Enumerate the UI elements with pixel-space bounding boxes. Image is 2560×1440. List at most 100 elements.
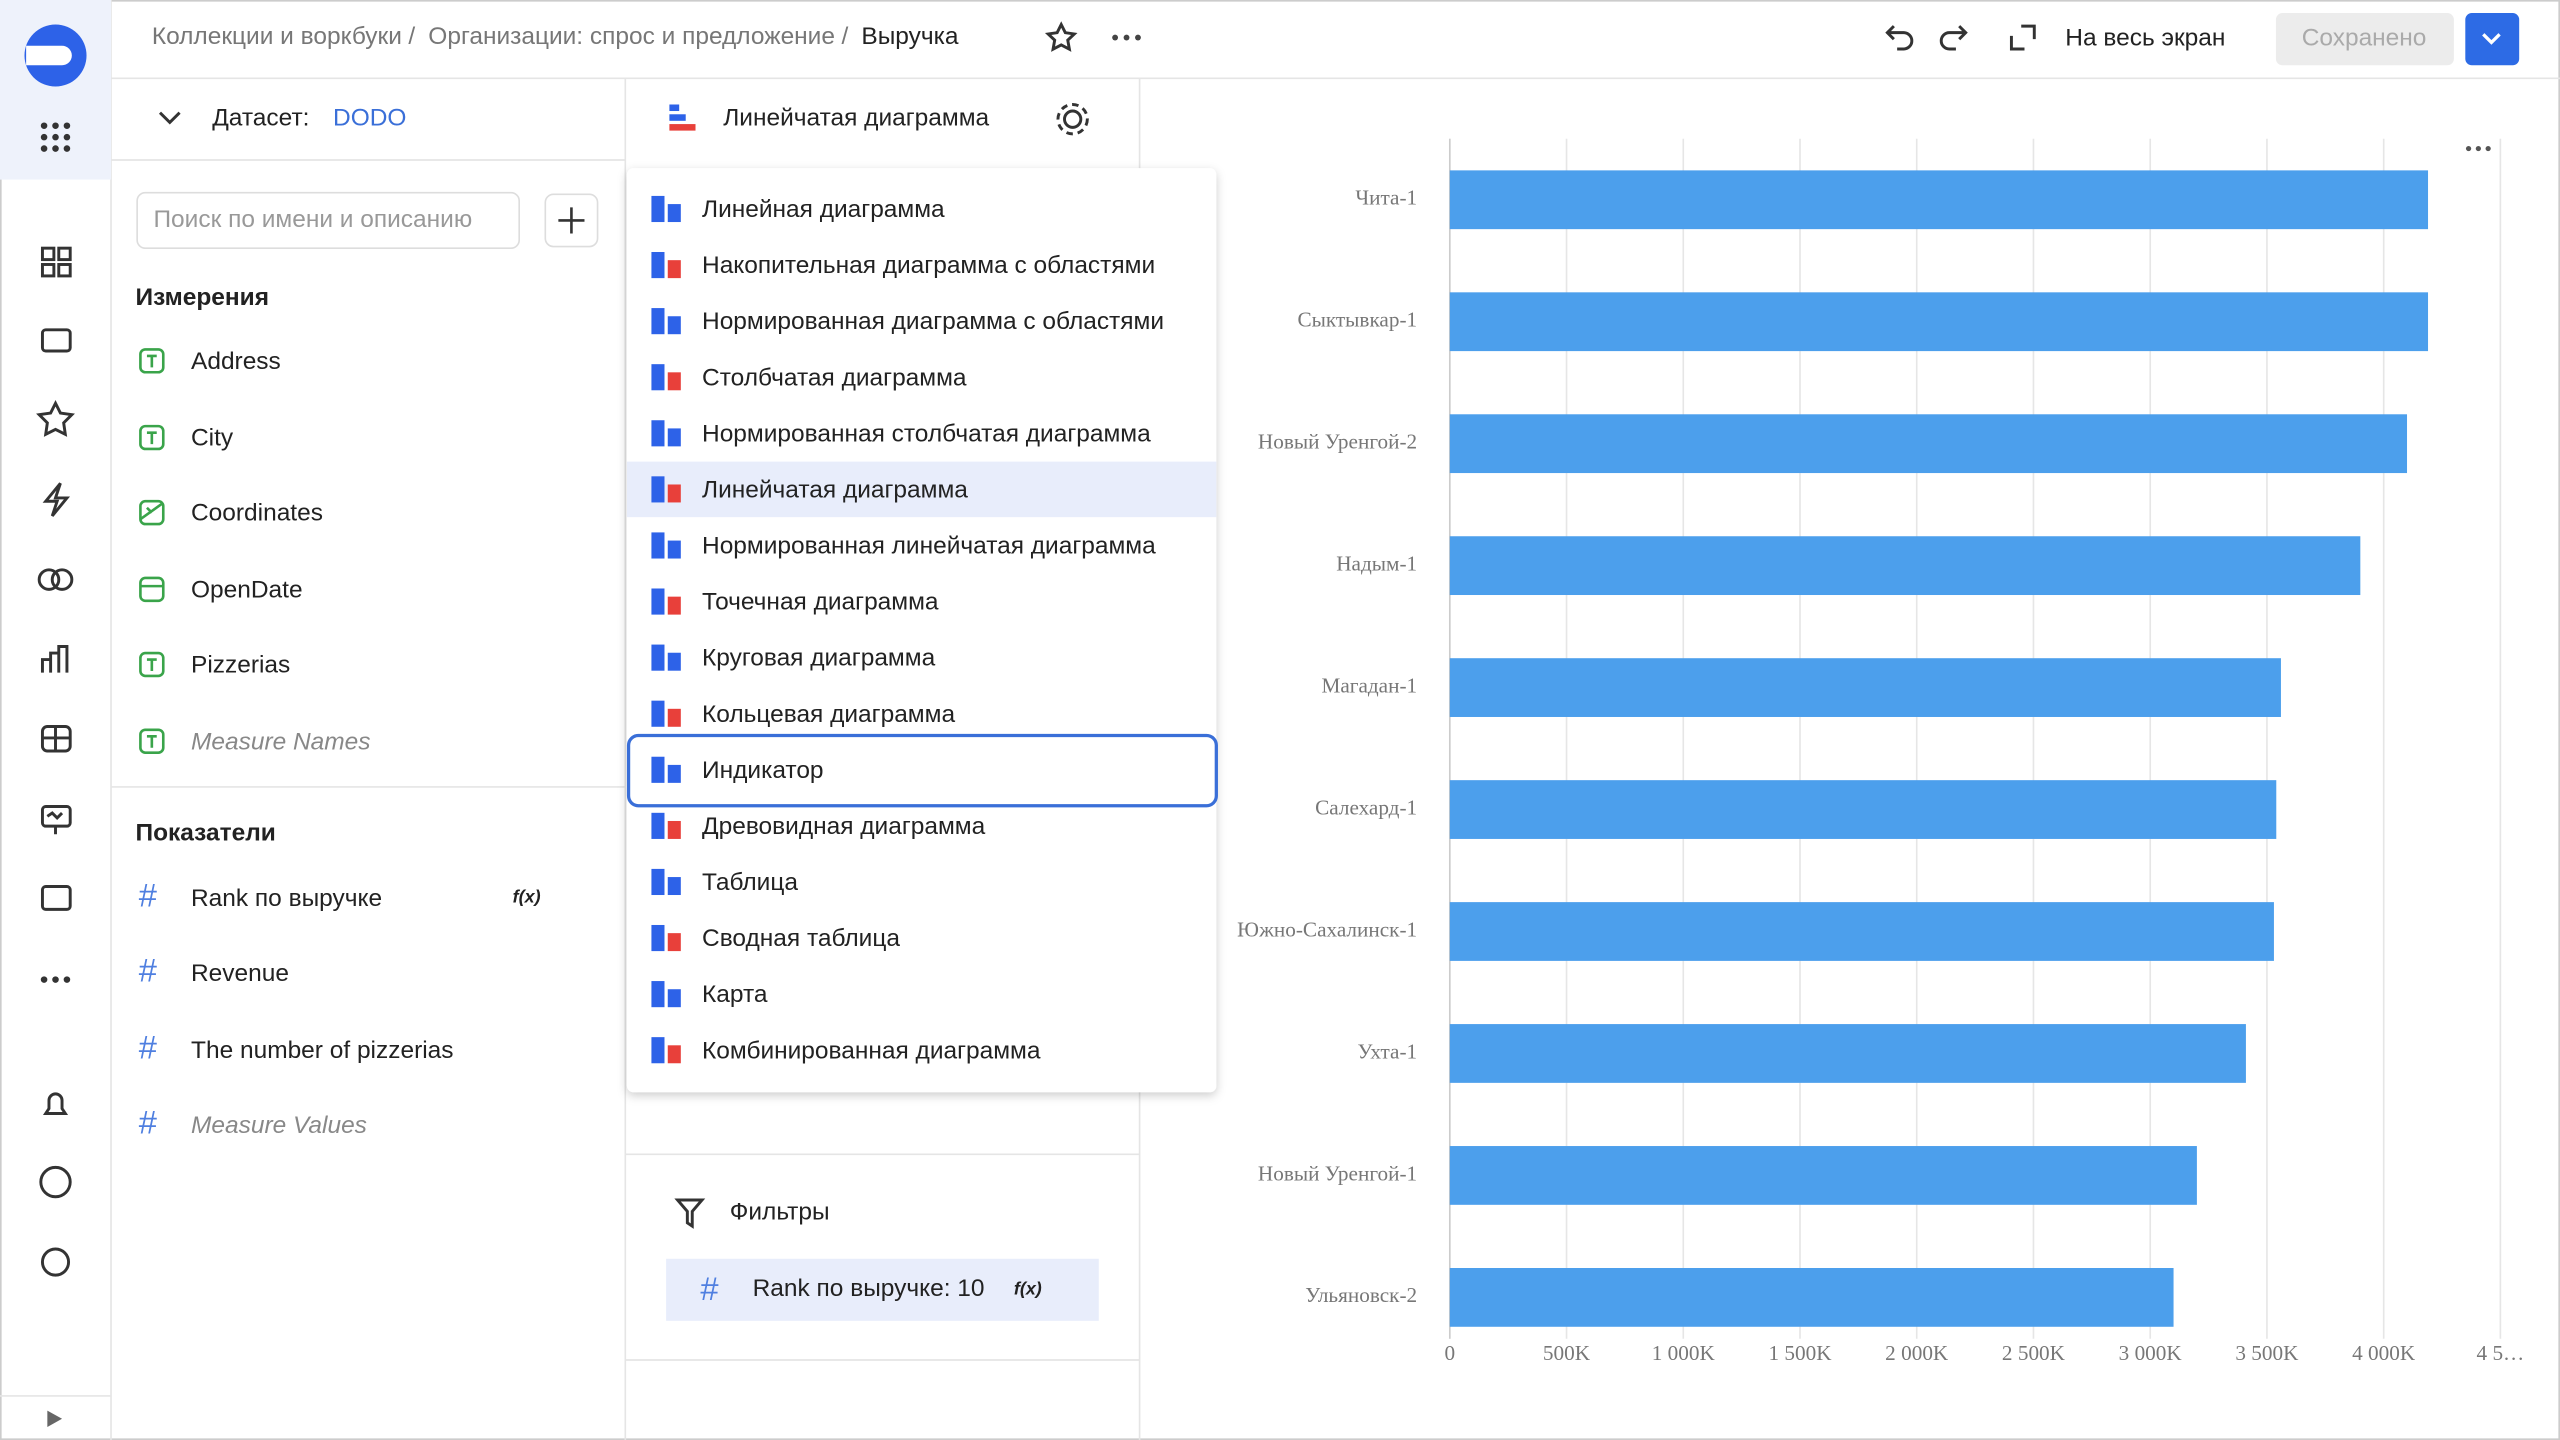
- bar[interactable]: [1449, 658, 2281, 717]
- viz-current[interactable]: Линейчатая диаграмма: [723, 105, 989, 132]
- menu-icon: [651, 588, 665, 615]
- measures-title: Показатели: [136, 820, 276, 847]
- field-icon: [139, 424, 165, 451]
- dataset-label: Датасет:: [212, 105, 309, 132]
- save-button[interactable]: [2275, 13, 2454, 66]
- fullscreen[interactable]: На весь экран: [2065, 25, 2225, 52]
- dataset-name[interactable]: DODO: [333, 105, 406, 132]
- dimension[interactable]: Pizzerias: [191, 652, 290, 679]
- x-tick-label: 3 000K: [2119, 1341, 2183, 1365]
- crumb[interactable]: Организации: спрос и предложение: [428, 23, 835, 50]
- apps-icon[interactable]: [40, 122, 71, 152]
- dimension[interactable]: Coordinates: [191, 500, 323, 527]
- menu-icon: [651, 195, 665, 223]
- field-icon: [139, 576, 165, 603]
- viz-settings[interactable]: [1063, 109, 1083, 129]
- dimensions-title: Измерения: [136, 284, 270, 311]
- bar[interactable]: [1449, 1146, 2197, 1205]
- dimension[interactable]: OpenDate: [191, 576, 303, 603]
- gear: [1056, 103, 1089, 136]
- menu-item[interactable]: Древовидная диаграмма: [702, 813, 986, 840]
- menu-icon: [667, 372, 681, 391]
- bar[interactable]: [1449, 414, 2408, 474]
- menu-item[interactable]: Нормированная диаграмма с областями: [702, 308, 1164, 335]
- crumb-separator: /: [408, 23, 415, 50]
- save-label: Сохранено: [2302, 25, 2427, 52]
- bar[interactable]: [1449, 1268, 2174, 1327]
- dimension[interactable]: Address: [191, 348, 281, 375]
- y-tick-label: Салехард-1: [1315, 795, 1417, 819]
- menu-icon: [667, 933, 681, 952]
- menu-item[interactable]: Карта: [702, 981, 768, 1008]
- menu-item[interactable]: Линейчатая диаграмма: [702, 476, 968, 503]
- menu-icon: [651, 644, 665, 671]
- more-icon[interactable]: [40, 976, 71, 983]
- y-tick-label: Южно-Сахалинск-1: [1237, 917, 1417, 941]
- menu-icon: [667, 484, 681, 503]
- menu-item[interactable]: Столбчатая диаграмма: [702, 364, 967, 391]
- menu-item[interactable]: Сводная таблица: [702, 925, 900, 952]
- menu-item[interactable]: Таблица: [702, 869, 798, 896]
- bar[interactable]: [1449, 780, 2277, 839]
- x-tick-label: 1 000K: [1652, 1341, 1716, 1365]
- menu-icon: [667, 596, 681, 615]
- chevron: [2482, 33, 2501, 45]
- menu-icon: [667, 540, 681, 559]
- menu-item[interactable]: Линейная диаграмма: [702, 196, 945, 223]
- bar[interactable]: [1449, 902, 2274, 961]
- measure[interactable]: Measure Values: [191, 1112, 367, 1139]
- search-placeholder: Поиск по имени и описанию: [153, 206, 472, 233]
- y-tick-label: Новый Уренгой-1: [1258, 1161, 1417, 1185]
- crumb[interactable]: Выручка: [861, 23, 958, 50]
- measure-icon: #: [139, 1028, 157, 1065]
- menu-item[interactable]: Нормированная линейчатая диаграмма: [702, 533, 1156, 560]
- measure[interactable]: The number of pizzerias: [191, 1037, 453, 1064]
- fields: Address City Coordinates OpenDate Pizzerias M…: [139, 348, 541, 1141]
- crumb[interactable]: Коллекции и воркбуки: [152, 23, 402, 50]
- search[interactable]: [136, 191, 520, 249]
- filter-chip[interactable]: [666, 1258, 1099, 1321]
- y-tick-label: Ульяновск-2: [1305, 1283, 1417, 1307]
- field-icon: [139, 728, 165, 754]
- menu-icon: [667, 820, 681, 839]
- menu-item[interactable]: Нормированная столбчатая диаграмма: [702, 420, 1151, 447]
- bar[interactable]: [1449, 536, 2361, 596]
- menu-icon: [651, 252, 665, 279]
- actions[interactable]: [1112, 34, 1141, 41]
- dimension[interactable]: Measure Names: [191, 728, 371, 755]
- measure[interactable]: Revenue: [191, 960, 289, 987]
- measure-icon: #: [139, 952, 157, 989]
- dimension[interactable]: City: [191, 425, 234, 452]
- bar[interactable]: [1449, 170, 2429, 230]
- bar[interactable]: [1449, 292, 2429, 352]
- chart-menu[interactable]: [2465, 145, 2491, 152]
- menu-item[interactable]: Кольцевая диаграмма: [702, 701, 955, 728]
- y-tick-label: Надым-1: [1336, 552, 1417, 576]
- favorite[interactable]: [1044, 21, 1078, 52]
- y-tick-label: Магадан-1: [1321, 673, 1417, 697]
- menu-icon: [651, 981, 665, 1008]
- menu-item[interactable]: Индикатор: [702, 757, 824, 784]
- menu-icon: [667, 989, 681, 1008]
- menu-item[interactable]: Комбинированная диаграмма: [702, 1037, 1041, 1064]
- bar[interactable]: [1449, 1024, 2246, 1083]
- menu-icon: [667, 204, 681, 223]
- undo[interactable]: [1885, 25, 1914, 51]
- y-tick-label: Новый Уренгой-2: [1258, 430, 1417, 454]
- menu-item[interactable]: Круговая диаграмма: [702, 645, 936, 672]
- measure[interactable]: Rank по выручке: [191, 885, 382, 912]
- fullscreen-icon[interactable]: [2009, 24, 2036, 51]
- nav-icons[interactable]: [36, 246, 75, 1277]
- measure-icon: #: [139, 877, 157, 914]
- dataset-toggle[interactable]: [158, 111, 181, 125]
- save-menu[interactable]: [2465, 13, 2520, 66]
- menu-item[interactable]: Накопительная диаграмма с областями: [702, 252, 1155, 279]
- menu-icon: [651, 868, 665, 896]
- menu-icon: [651, 364, 665, 391]
- menu-panel: [626, 168, 1217, 1093]
- menu-item[interactable]: Точечная диаграмма: [702, 589, 939, 616]
- viz-menu: Линейная диаграмма Накопительная диаграмм…: [626, 168, 1218, 1093]
- redo[interactable]: [1939, 25, 1968, 51]
- collapse[interactable]: [47, 1410, 63, 1427]
- formula-badge: f(x): [1014, 1279, 1042, 1299]
